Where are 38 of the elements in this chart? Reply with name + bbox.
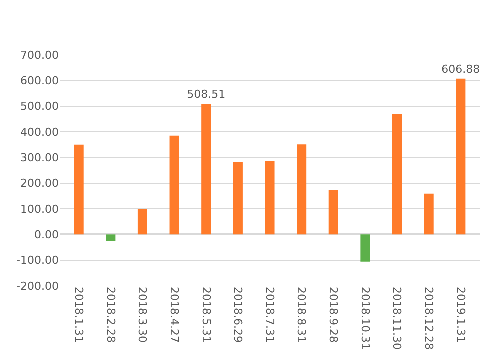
y-tick-label: 700.00 [20,48,59,62]
y-tick-label: 300.00 [20,152,59,165]
bar [392,114,402,235]
y-tick-label: -200.00 [16,280,59,293]
data-label: 606.88 [442,62,480,76]
x-tick-label: 2018.10.31 [358,287,372,350]
bar [297,144,307,235]
bar [170,136,180,235]
bar [138,209,148,235]
bar [424,194,434,235]
bar [360,234,370,262]
x-tick-label: 2018.12.28 [422,287,436,350]
x-tick-label: 2019.1.31 [454,287,468,343]
x-tick-label: 2018.4.27 [168,287,181,343]
bar [202,104,212,235]
bar [265,161,275,235]
x-tick-label: 2018.6.29 [232,287,245,343]
bar [328,190,338,235]
y-tick-label: 0.00 [34,228,59,242]
y-tick-label: 200.00 [20,177,59,190]
x-tick-label: 2018.3.30 [136,287,150,343]
x-tick-label: 2018.8.31 [295,287,308,343]
x-tick-label: 2018.1.31 [72,287,86,343]
bar [233,162,243,235]
x-tick-label: 2018.9.28 [327,287,340,343]
bar [456,78,466,235]
x-tick-label: 2018.2.28 [104,287,118,343]
x-tick-label: 2018.5.31 [200,287,213,343]
x-tick-label: 2018.7.31 [263,287,276,343]
y-tick-label: 400.00 [20,126,59,139]
data-label: 508.51 [187,88,226,102]
y-tick-label: 500.00 [20,100,59,114]
x-tick-label: 2018.11.30 [390,287,404,350]
bar [74,144,84,235]
y-tick-label: 600.00 [20,74,59,88]
bar [106,234,116,242]
y-tick-label: -100.00 [16,254,59,268]
y-tick-label: 100.00 [20,202,59,216]
